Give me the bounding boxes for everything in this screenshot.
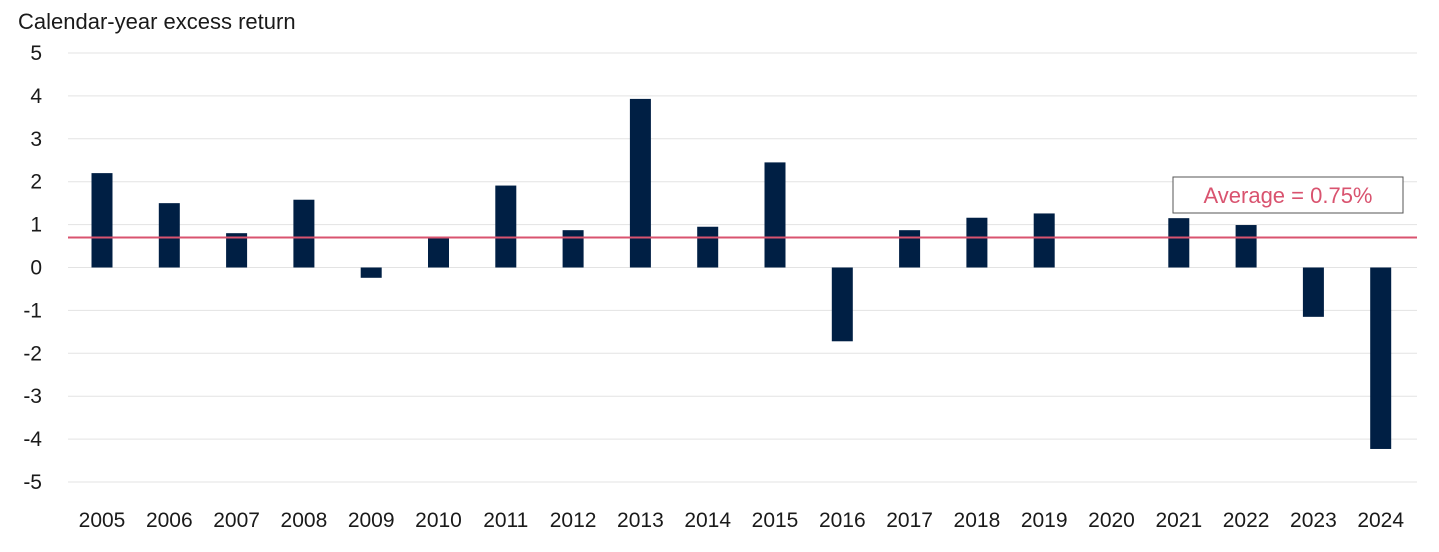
- bar-2014: [697, 226, 719, 268]
- bar-2011: [495, 185, 517, 268]
- bar-2024: [1370, 267, 1392, 449]
- bar-2005: [91, 173, 113, 268]
- bar-2023: [1302, 267, 1324, 317]
- average-label: Average = 0.75%: [1204, 183, 1373, 208]
- bar-2016: [831, 267, 853, 342]
- y-tick-label: -2: [23, 342, 42, 365]
- bar-2017: [899, 230, 921, 268]
- y-tick-label: -4: [23, 428, 42, 451]
- x-tick-label: 2006: [146, 509, 193, 532]
- bar-2008: [293, 199, 315, 268]
- bar-2006: [158, 203, 180, 268]
- x-tick-label: 2012: [550, 509, 597, 532]
- y-tick-label: 0: [30, 257, 42, 280]
- y-tick-label: 4: [30, 85, 42, 108]
- gridlines: [68, 52, 1417, 483]
- bar-2010: [428, 238, 449, 268]
- x-tick-label: 2005: [79, 509, 126, 532]
- bars: [91, 98, 1392, 449]
- bar-2021: [1168, 218, 1190, 268]
- average-label-frame: [1172, 176, 1404, 214]
- y-tick-label: -3: [23, 385, 42, 408]
- x-tick-label: 2018: [954, 509, 1001, 532]
- x-tick-label: 2019: [1021, 509, 1068, 532]
- x-tick-label: 2022: [1223, 509, 1270, 532]
- x-tick-label: 2010: [415, 509, 462, 532]
- y-tick-label: 1: [30, 214, 42, 237]
- x-tick-label: 2020: [1088, 509, 1135, 532]
- bar-2019: [1033, 213, 1055, 268]
- y-tick-label: 3: [30, 128, 42, 151]
- x-axis-ticks: 2005 2006 2007 2008 2009 2010 2011 2012 2013 2014…: [79, 509, 1405, 532]
- bar-2015: [764, 162, 786, 268]
- x-tick-label: 2014: [684, 509, 731, 532]
- bar-2012: [562, 230, 584, 268]
- x-tick-label: 2008: [281, 509, 328, 532]
- y-tick-label: 2: [30, 171, 42, 194]
- x-tick-label: 2009: [348, 509, 395, 532]
- bar-2018: [966, 217, 988, 268]
- y-axis-ticks: 5 4 3 2 1 0 -1 -2 -3 -4 -5: [23, 42, 42, 494]
- bar-2022: [1235, 225, 1257, 268]
- x-tick-label: 2021: [1155, 509, 1202, 532]
- x-tick-label: 2011: [483, 509, 528, 532]
- y-tick-label: 5: [30, 42, 42, 65]
- bar-2007: [226, 233, 248, 268]
- y-axis-title: Calendar-year excess return: [18, 9, 296, 34]
- bar-2013: [629, 98, 651, 268]
- average-label-box: Average = 0.75%: [1172, 176, 1404, 214]
- x-tick-label: 2023: [1290, 509, 1337, 532]
- x-tick-label: 2007: [213, 509, 260, 532]
- x-tick-label: 2015: [752, 509, 799, 532]
- y-tick-label: -5: [23, 471, 42, 494]
- x-tick-label: 2017: [886, 509, 933, 532]
- x-tick-label: 2016: [819, 509, 866, 532]
- x-tick-label: 2024: [1357, 509, 1404, 532]
- y-tick-label: -1: [23, 299, 42, 322]
- x-tick-label: 2013: [617, 509, 664, 532]
- bar-2009: [360, 267, 382, 278]
